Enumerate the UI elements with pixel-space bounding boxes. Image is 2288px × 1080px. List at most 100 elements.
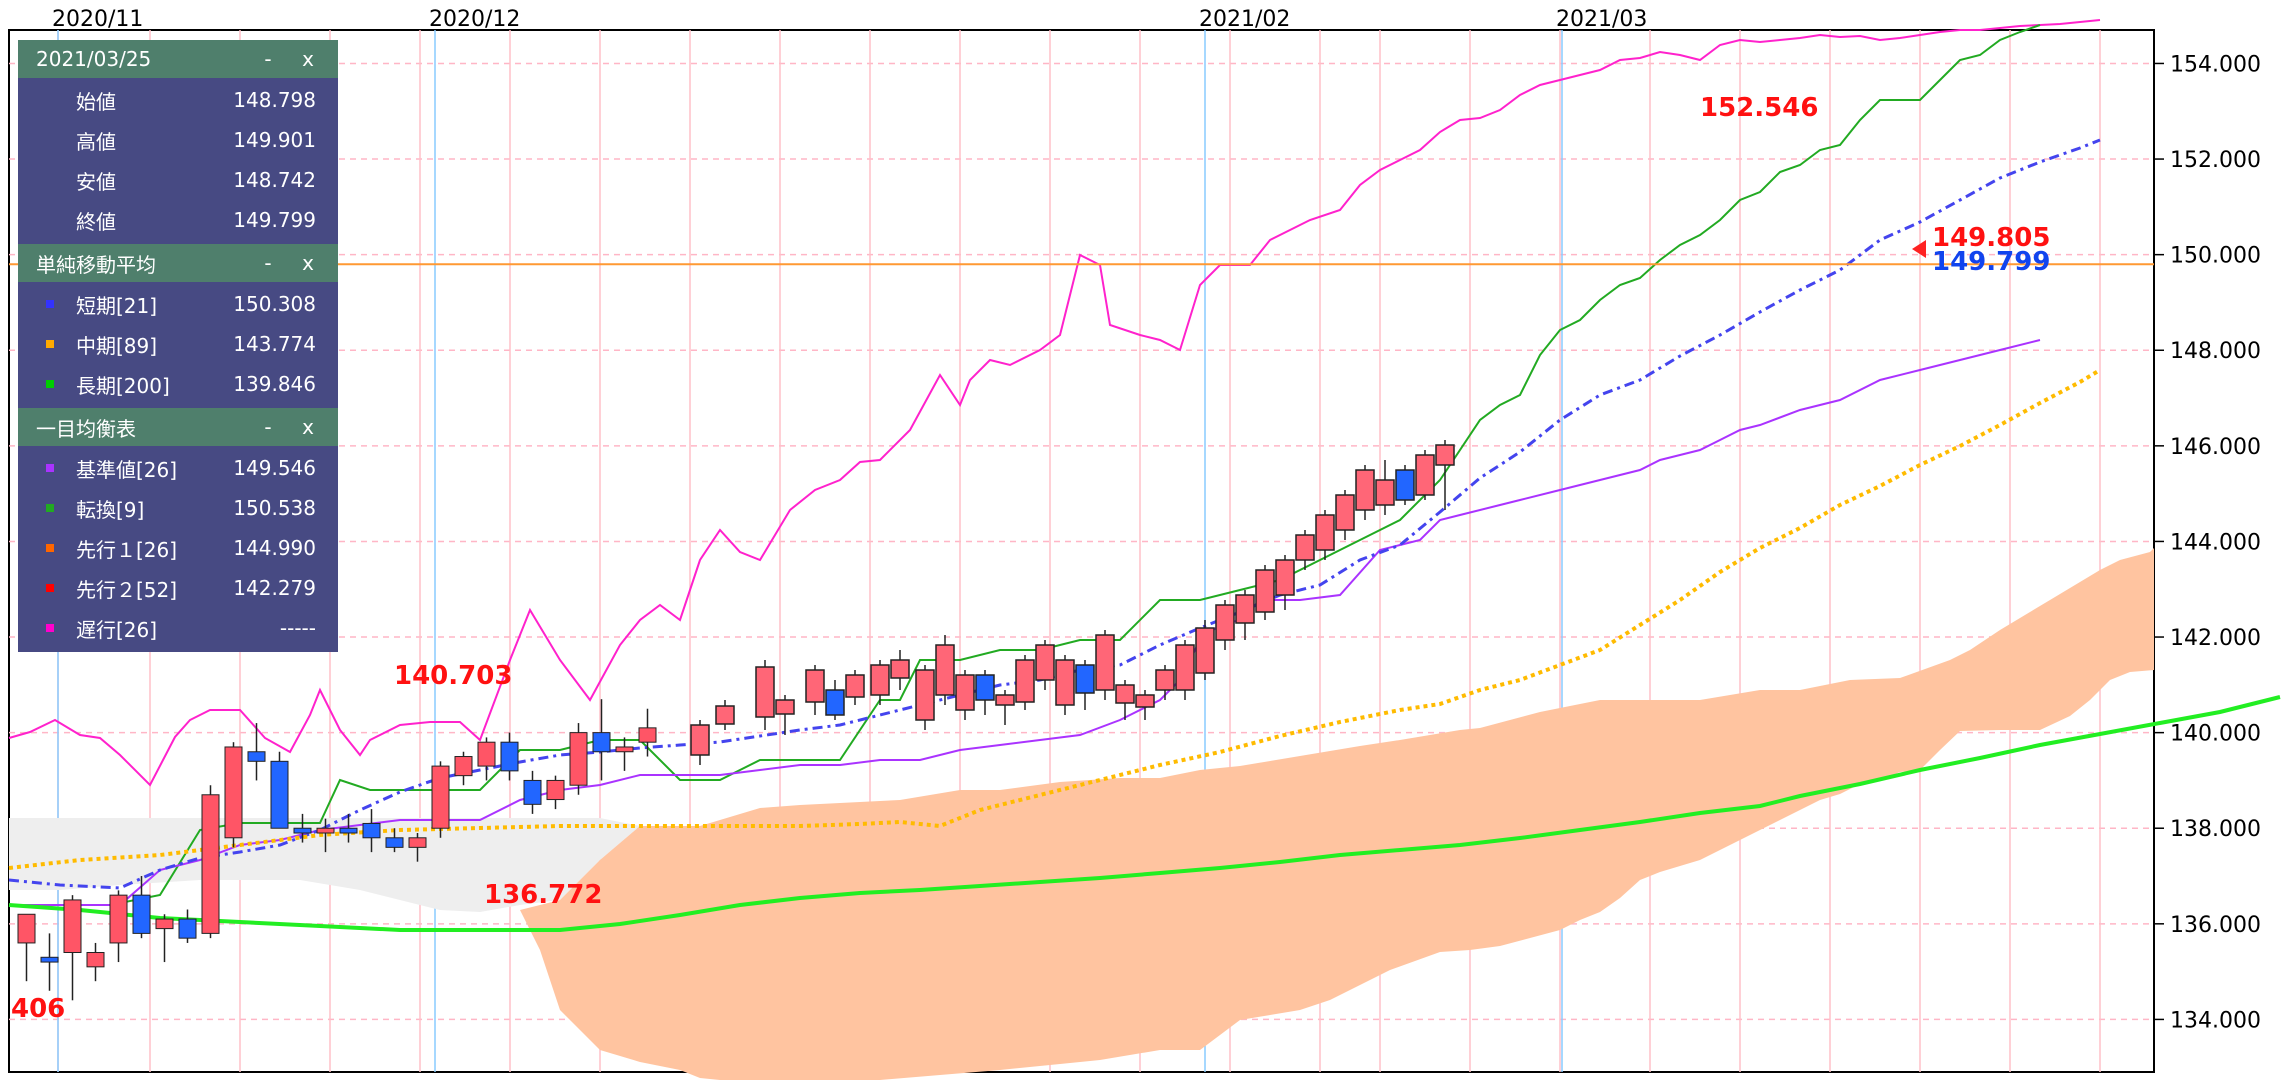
candle-body: [201, 794, 220, 934]
candle-body: [224, 746, 243, 839]
minimize-button[interactable]: -: [264, 251, 272, 275]
legend-swatch: [46, 624, 54, 632]
panel-header: 単純移動平均 - x: [18, 244, 338, 282]
candle-body: [270, 760, 289, 829]
candle-body: [362, 822, 381, 839]
row-value: 142.279: [233, 576, 316, 600]
candle: [454, 751, 473, 786]
row-value: 150.308: [233, 292, 316, 316]
candle-body: [431, 765, 450, 829]
candle: [431, 761, 450, 838]
candle-body: [592, 732, 611, 753]
row-label: 転換[9]: [76, 497, 145, 522]
candle-body: [638, 727, 657, 743]
candle-body: [408, 837, 427, 848]
y-tick-label: 136.000: [2170, 913, 2261, 938]
chikou-span-line: [8, 19, 2101, 787]
price-blue-label: 149.799: [1932, 247, 2050, 277]
x-axis-month-labels: 2020/11 2020/12 2021/02 2021/03: [52, 7, 1647, 32]
candle: [293, 813, 312, 843]
panel-row: 始値 148.798: [18, 80, 338, 120]
panel-row: 中期[89] 143.774: [18, 324, 338, 364]
candle: [132, 876, 151, 939]
candle-body: [477, 741, 496, 767]
row-value: 149.799: [233, 208, 316, 232]
candle: [40, 933, 59, 991]
y-axis: 154.000 152.000 150.000 148.000 146.000 144.0…: [2154, 52, 2261, 1033]
row-value: 143.774: [233, 332, 316, 356]
candle: [224, 742, 243, 848]
y-tick-label: 150.000: [2170, 244, 2261, 269]
candle: [270, 751, 289, 829]
panel-row: 転換[9] 150.538: [18, 488, 338, 528]
legend-swatch: [46, 340, 54, 348]
candle: [477, 737, 496, 781]
sma-long-line: [8, 695, 2281, 932]
y-tick-label: 138.000: [2170, 817, 2261, 842]
candle-body: [178, 918, 197, 939]
kumo-cloud-early: [9, 818, 640, 912]
annotation-left-cut-label: 406: [11, 994, 65, 1024]
row-label: 始値: [76, 89, 116, 114]
candle: [201, 785, 220, 939]
sma-mid-line: [8, 368, 2102, 870]
annotation-left-high-label: 140.703: [394, 661, 512, 691]
candle-body: [339, 827, 358, 834]
panel-row: 短期[21] 150.308: [18, 284, 338, 324]
minimize-button[interactable]: -: [264, 47, 272, 71]
candle-body: [247, 751, 266, 762]
candle-body: [63, 899, 82, 954]
panel-title: 単純移動平均: [36, 252, 156, 277]
panel-row: 先行２[52] 142.279: [18, 568, 338, 608]
candle: [178, 909, 197, 943]
row-label: 先行１[26]: [76, 537, 178, 562]
month-label: 2021/02: [1199, 7, 1290, 32]
sma-short-line: [8, 138, 2101, 890]
candle: [546, 775, 565, 810]
candle-body: [132, 894, 151, 934]
close-button[interactable]: x: [302, 251, 314, 275]
legend-swatch: [46, 584, 54, 592]
row-value: 149.901: [233, 128, 316, 152]
y-tick-label: 152.000: [2170, 148, 2261, 173]
panel-row: 遅行[26] -----: [18, 608, 338, 648]
close-button[interactable]: x: [302, 415, 314, 439]
candle-body: [569, 732, 588, 786]
minimize-button[interactable]: -: [264, 415, 272, 439]
candle-body: [523, 779, 542, 805]
indicator-info-panel: 2021/03/25 - x 始値 148.798 高値 149.901 安値 148.742 終…: [18, 40, 338, 652]
candle-body: [615, 746, 634, 753]
annotation-low-label: 136.772: [484, 880, 602, 910]
candle: [569, 723, 588, 795]
panel-body: 短期[21] 150.308 中期[89] 143.774 長期[200] 139.846: [18, 282, 338, 408]
candle: [362, 809, 381, 853]
close-button[interactable]: x: [302, 47, 314, 71]
candle-body: [454, 756, 473, 777]
candle-body: [546, 779, 565, 801]
row-value: 150.538: [233, 496, 316, 520]
y-tick-label: 134.000: [2170, 1008, 2261, 1033]
legend-swatch: [46, 380, 54, 388]
panel-header: 一目均衡表 - x: [18, 408, 338, 446]
candle: [339, 813, 358, 843]
panel-row: 先行１[26] 144.990: [18, 528, 338, 568]
panel-row: 高値 149.901: [18, 120, 338, 160]
panel-row: 安値 148.742: [18, 160, 338, 200]
y-tick-label: 144.000: [2170, 530, 2261, 555]
panel-row: 終値 149.799: [18, 200, 338, 240]
candle: [385, 828, 404, 853]
row-value: 148.798: [233, 88, 316, 112]
row-label: 短期[21]: [76, 293, 158, 318]
candle: [615, 737, 634, 771]
candle-body: [293, 827, 312, 834]
row-label: 基準値[26]: [76, 457, 178, 482]
candle: [408, 833, 427, 862]
row-label: 中期[89]: [76, 333, 158, 358]
row-label: 終値: [76, 209, 116, 234]
legend-swatch: [46, 464, 54, 472]
row-value: 149.546: [233, 456, 316, 480]
candle: [63, 895, 82, 1001]
y-tick-label: 146.000: [2170, 435, 2261, 460]
month-label: 2020/11: [52, 7, 143, 32]
